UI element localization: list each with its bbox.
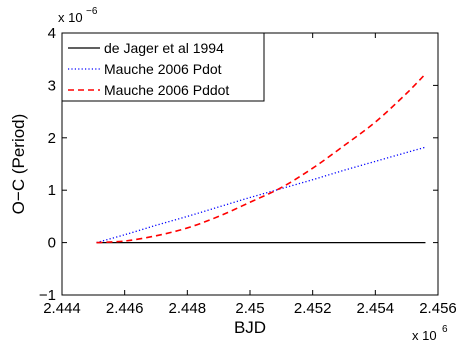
y-axis-multiplier: x 10 −6 (58, 6, 98, 25)
series-layer (96, 73, 427, 244)
x-tick-label: 2.456 (419, 300, 457, 317)
y-multiplier-exponent: −6 (86, 6, 98, 17)
x-tick-label: 2.45 (235, 300, 264, 317)
series-line-2 (96, 73, 427, 244)
series-line-1 (96, 146, 426, 244)
ticks-layer: 2.444 2.446 2.448 2.45 2.452 2.454 2.456 −1 0 1 2 3… (39, 25, 457, 317)
y-tick-label: 2 (48, 130, 56, 147)
y-multiplier-base: x 10 (58, 10, 83, 25)
legend-label-1: Mauche 2006 Pdot (104, 61, 222, 77)
legend-entries: de Jager et al 1994 Mauche 2006 Pdot Mauch… (68, 40, 229, 98)
legend-label-2: Mauche 2006 Pddot (104, 82, 229, 98)
x-multiplier-base: x 10 (412, 328, 437, 343)
legend: de Jager et al 1994 Mauche 2006 Pdot Mauch… (61, 32, 265, 102)
x-multiplier-exponent: 6 (442, 324, 448, 335)
x-tick-label: 2.454 (357, 300, 395, 317)
y-tick-label: 1 (48, 182, 56, 199)
y-tick-label: 3 (48, 77, 56, 94)
y-axis-label: O−C (Period) (9, 114, 28, 215)
x-tick-label: 2.446 (106, 300, 144, 317)
x-tick-label: 2.448 (169, 300, 207, 317)
x-tick-label: 2.452 (294, 300, 332, 317)
y-tick-label: 0 (48, 235, 56, 252)
x-axis-multiplier: x 10 6 (412, 324, 448, 343)
x-tick-label: 2.444 (43, 300, 81, 317)
x-axis-label: BJD (234, 318, 266, 337)
legend-label-0: de Jager et al 1994 (104, 40, 224, 56)
y-tick-label: 4 (48, 25, 56, 42)
legend-box (61, 32, 265, 102)
y-tick-label: −1 (39, 287, 56, 304)
